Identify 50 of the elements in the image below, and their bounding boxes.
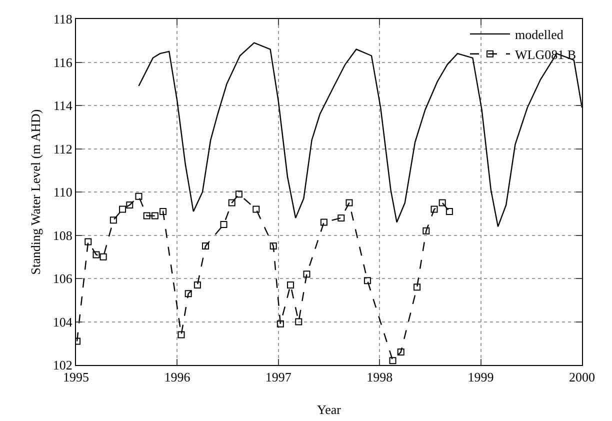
- y-axis-title: Standing Water Level (m AHD): [28, 109, 43, 275]
- x-tick-label: 2000: [569, 370, 595, 385]
- y-tick-label: 112: [53, 141, 72, 156]
- x-tick-label: 1997: [265, 370, 292, 385]
- point: [220, 220, 228, 228]
- y-tick-label: 106: [52, 271, 73, 286]
- x-axis-title: Year: [317, 402, 342, 417]
- point: [84, 238, 92, 246]
- point: [143, 212, 150, 220]
- point: [100, 253, 107, 260]
- point: [119, 206, 126, 213]
- point: [287, 281, 294, 288]
- point: [389, 357, 396, 364]
- point: [110, 216, 117, 224]
- y-tick-label: 114: [53, 98, 73, 114]
- point: [126, 201, 134, 208]
- point: [202, 242, 210, 250]
- point: [151, 212, 158, 220]
- point: [252, 206, 260, 213]
- y-tick-label: 104: [52, 314, 73, 330]
- point: [364, 277, 371, 284]
- legend-label: modelled: [515, 27, 564, 42]
- point: [276, 320, 284, 328]
- point: [194, 281, 201, 288]
- x-tick-label: 1996: [164, 370, 191, 385]
- y-tick-label: 118: [53, 12, 72, 27]
- point: [346, 199, 353, 206]
- point: [320, 218, 328, 226]
- y-tick-label: 116: [53, 54, 73, 70]
- x-tick-label: 1998: [366, 370, 393, 385]
- point: [135, 192, 142, 200]
- point: [295, 318, 302, 326]
- x-tick-label: 1999: [468, 370, 494, 385]
- point: [397, 348, 404, 356]
- point: [430, 206, 438, 213]
- point: [160, 208, 167, 215]
- point: [338, 214, 345, 222]
- point: [303, 270, 310, 278]
- point: [92, 251, 100, 258]
- point: [446, 208, 453, 215]
- point: [414, 284, 421, 291]
- point: [184, 290, 192, 298]
- point: [235, 190, 242, 198]
- point: [422, 227, 430, 234]
- point: [438, 199, 446, 206]
- point: [228, 199, 236, 206]
- point: [178, 331, 185, 338]
- y-tick-label: 108: [52, 228, 72, 243]
- y-tick-label: 110: [53, 184, 72, 200]
- point: [270, 242, 277, 250]
